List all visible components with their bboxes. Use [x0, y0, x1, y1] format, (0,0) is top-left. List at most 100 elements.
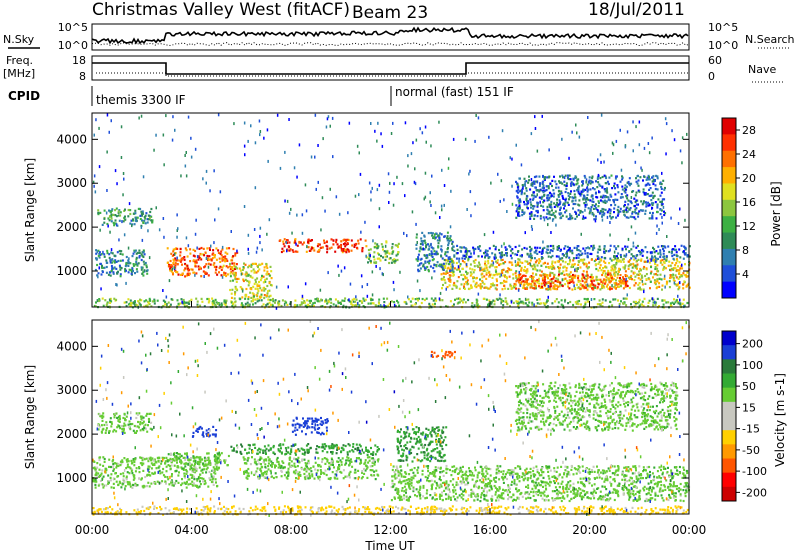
range-gate-cell [591, 197, 594, 200]
range-gate-cell [383, 304, 385, 308]
range-gate-cell [325, 298, 327, 302]
range-gate-cell [134, 209, 137, 212]
range-gate-cell [579, 211, 582, 214]
range-gate-cell [97, 255, 100, 258]
range-gate-cell [471, 304, 473, 308]
range-gate-cell [157, 466, 160, 469]
range-gate-cell [601, 218, 604, 222]
range-gate-cell [110, 264, 113, 268]
range-gate-cell [661, 198, 664, 201]
range-gate-cell [205, 169, 208, 173]
range-gate-cell [601, 305, 604, 308]
range-gate-cell [478, 305, 481, 308]
range-gate-cell [586, 283, 589, 287]
range-gate-cell [478, 263, 481, 266]
range-gate-cell [640, 166, 642, 170]
range-gate-cell [244, 278, 247, 281]
range-gate-cell [127, 208, 130, 212]
range-gate-cell [495, 272, 498, 275]
range-gate-cell [602, 280, 605, 283]
range-gate-cell [282, 242, 285, 245]
range-gate-cell [360, 230, 362, 234]
range-gate-cell [326, 117, 329, 121]
range-gate-cell [536, 204, 539, 207]
range-gate-cell [117, 211, 120, 214]
range-gate-cell [171, 484, 174, 487]
range-gate-cell [596, 186, 599, 189]
range-gate-cell [538, 298, 541, 301]
range-gate-cell [374, 129, 376, 133]
range-gate-cell [149, 216, 151, 219]
range-gate-cell [583, 196, 586, 199]
range-gate-cell [574, 210, 577, 213]
range-gate-cell [571, 249, 574, 252]
range-gate-cell [108, 215, 111, 218]
beam-label: Beam 23 [352, 3, 428, 23]
range-gate-cell [514, 283, 517, 286]
range-gate-cell [360, 274, 363, 278]
range-gate-cell [530, 247, 533, 250]
range-gate-cell [517, 212, 520, 215]
range-gate-cell [281, 299, 284, 302]
range-gate-cell [258, 284, 261, 287]
range-gate-cell [145, 212, 148, 215]
range-gate-cell [618, 267, 621, 270]
range-gate-cell [647, 142, 650, 145]
range-gate-cell [369, 248, 372, 251]
range-gate-cell [570, 190, 572, 193]
range-gate-cell [144, 475, 147, 479]
range-gate-cell [259, 263, 262, 266]
range-gate-cell [488, 299, 491, 302]
range-gate-cell [253, 262, 256, 265]
range-gate-cell [488, 287, 491, 290]
range-gate-cell [505, 252, 507, 255]
range-gate-cell [111, 266, 114, 270]
range-gate-cell [442, 262, 445, 265]
range-gate-cell [568, 248, 571, 251]
range-gate-cell [170, 298, 173, 301]
range-gate-cell [451, 268, 454, 271]
range-gate-cell [493, 303, 496, 306]
range-gate-cell [415, 247, 418, 250]
range-gate-cell [487, 259, 490, 262]
range-gate-cell [492, 244, 495, 247]
range-gate-cell [254, 141, 257, 145]
colorbar-tick-label: 4 [742, 268, 749, 281]
range-gate-cell [145, 266, 148, 269]
range-gate-cell [579, 284, 582, 287]
range-gate-cell [542, 174, 544, 178]
range-gate-cell [605, 189, 608, 192]
range-gate-cell [326, 302, 329, 305]
range-gate-cell [558, 180, 560, 183]
range-gate-cell [425, 256, 428, 260]
range-gate-cell [194, 463, 196, 466]
range-gate-cell [132, 475, 135, 478]
range-gate-cell [646, 256, 649, 259]
range-gate-cell [652, 196, 655, 200]
range-gate-cell [662, 205, 665, 209]
range-gate-cell [282, 249, 285, 253]
range-gate-cell [502, 262, 505, 265]
range-gate-cell [135, 220, 138, 223]
range-gate-cell [381, 245, 384, 248]
range-gate-cell [577, 192, 580, 195]
range-gate-cell [636, 302, 639, 305]
range-gate-cell [514, 272, 517, 275]
range-gate-cell [607, 287, 610, 290]
range-gate-cell [394, 244, 397, 247]
range-gate-cell [146, 269, 149, 272]
colorbar-swatch [722, 167, 736, 184]
range-gate-cell [675, 254, 678, 257]
range-gate-cell [632, 300, 635, 303]
range-gate-cell [132, 218, 134, 221]
range-gate-cell [452, 137, 455, 141]
range-gate-cell [552, 244, 555, 248]
range-gate-cell [355, 298, 358, 301]
range-gate-cell [559, 193, 562, 196]
range-gate-cell [174, 128, 176, 132]
range-gate-cell [296, 304, 299, 307]
range-gate-cell [441, 168, 443, 172]
range-gate-cell [648, 178, 651, 181]
range-gate-cell [434, 233, 436, 236]
power-ylabel: Slant Range [km] [23, 158, 37, 262]
